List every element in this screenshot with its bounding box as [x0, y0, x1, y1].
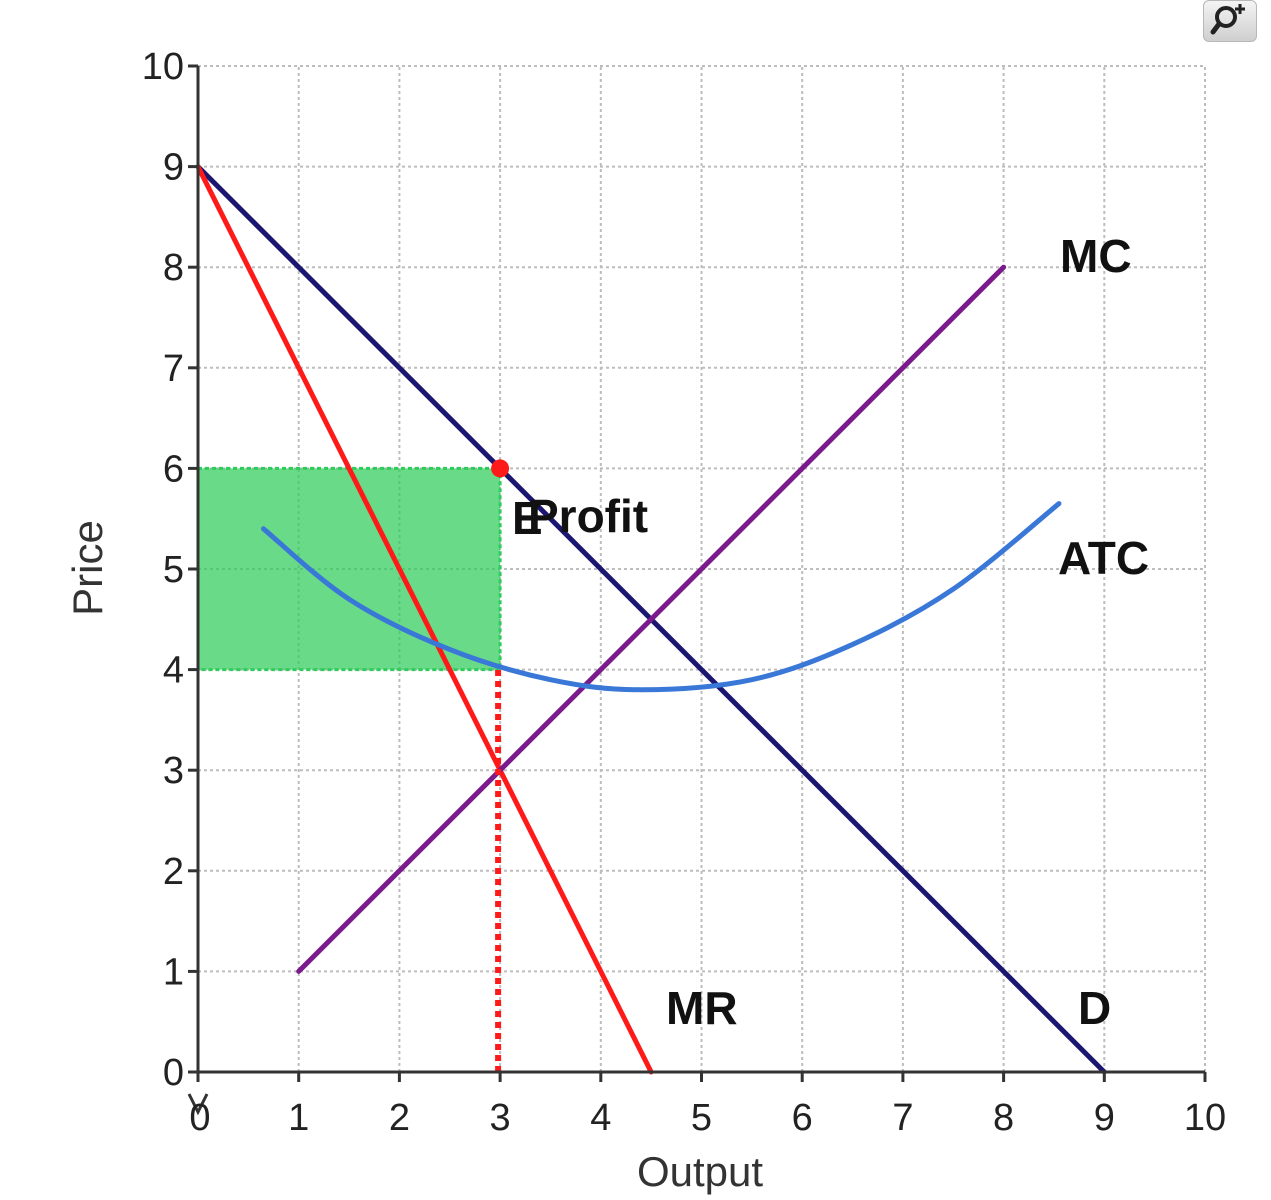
profit-area [196, 466, 502, 672]
x-tick-label: 5 [691, 1097, 712, 1139]
curve-atc [260, 501, 1062, 693]
y-tick-label: 0 [163, 1052, 184, 1094]
curve-label-d: D [1078, 982, 1111, 1034]
y-tick-label: 5 [163, 549, 184, 591]
y-axis-title: Price [64, 520, 111, 616]
axes [187, 64, 1207, 1116]
tick-labels: 0 1 2 3 4 5 6 7 8 9 10 0 1 2 3 4 5 6 7 8 9 10 [142, 46, 1226, 1139]
x-tick-label: 1 [288, 1097, 309, 1139]
x-tick-label: 3 [490, 1097, 511, 1139]
curve-mr [195, 164, 654, 1075]
x-tick-label: 4 [590, 1097, 611, 1139]
zoom-in-button[interactable] [1203, 0, 1257, 42]
x-tick-label: 0 [189, 1097, 210, 1139]
x-tick-label: 7 [892, 1097, 913, 1139]
curve-label-mc: MC [1060, 230, 1132, 282]
y-tick-label: 10 [142, 46, 184, 88]
origin-arrow-icon [187, 1093, 209, 1116]
zoom-in-icon [1210, 4, 1245, 35]
point-e-label: E [512, 492, 543, 544]
y-tick-label: 9 [163, 147, 184, 189]
y-tick-label: 6 [163, 448, 184, 490]
x-tick-label: 2 [389, 1097, 410, 1139]
y-tick-label: 7 [163, 348, 184, 390]
x-tick-label: 8 [993, 1097, 1014, 1139]
curves [195, 164, 1107, 1075]
y-tick-label: 2 [163, 851, 184, 893]
x-tick-label: 6 [792, 1097, 813, 1139]
curve-mc [296, 264, 1007, 974]
profit-label: Profit [528, 490, 648, 542]
y-tick-label: 3 [163, 750, 184, 792]
x-axis-title: Output [637, 1148, 763, 1195]
x-tick-label: 9 [1094, 1097, 1115, 1139]
curve-label-atc: ATC [1058, 532, 1149, 584]
x-tick-label: 10 [1184, 1097, 1226, 1139]
y-tick-label: 4 [163, 650, 184, 692]
y-tick-label: 8 [163, 247, 184, 289]
curve-label-mr: MR [666, 982, 738, 1034]
profit-rectangle [196, 466, 502, 672]
y-tick-label: 1 [163, 951, 184, 993]
point-e-marker [491, 459, 510, 478]
